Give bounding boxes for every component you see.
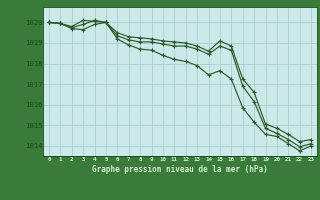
X-axis label: Graphe pression niveau de la mer (hPa): Graphe pression niveau de la mer (hPa) bbox=[92, 165, 268, 174]
